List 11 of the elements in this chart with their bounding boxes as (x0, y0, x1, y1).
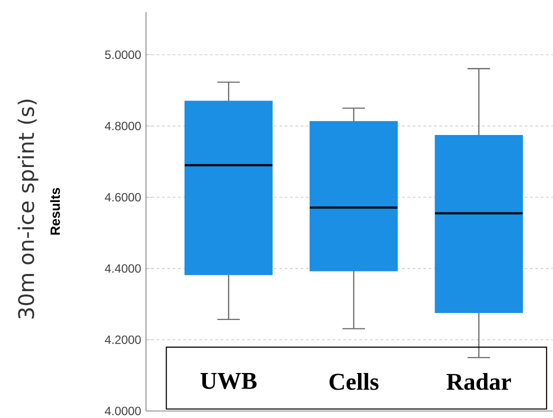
y-tick-label: 4.6000 (104, 192, 141, 202)
x-tick-label: UWB (200, 373, 257, 390)
y-tick-label: 4.4000 (104, 264, 141, 273)
y-tick-label: 4.2000 (104, 335, 141, 344)
y-tick-label: 4.0000 (104, 406, 141, 416)
x-tick-label: Cells (330, 373, 378, 390)
y-axis-title: Results (50, 188, 60, 235)
x-tick-label: Radar (446, 373, 511, 390)
text: 30m on-ice sprint (s) (18, 100, 38, 319)
y-tick-label: 4.8000 (104, 122, 141, 130)
y-tick-label: 5.0000 (105, 50, 141, 60)
